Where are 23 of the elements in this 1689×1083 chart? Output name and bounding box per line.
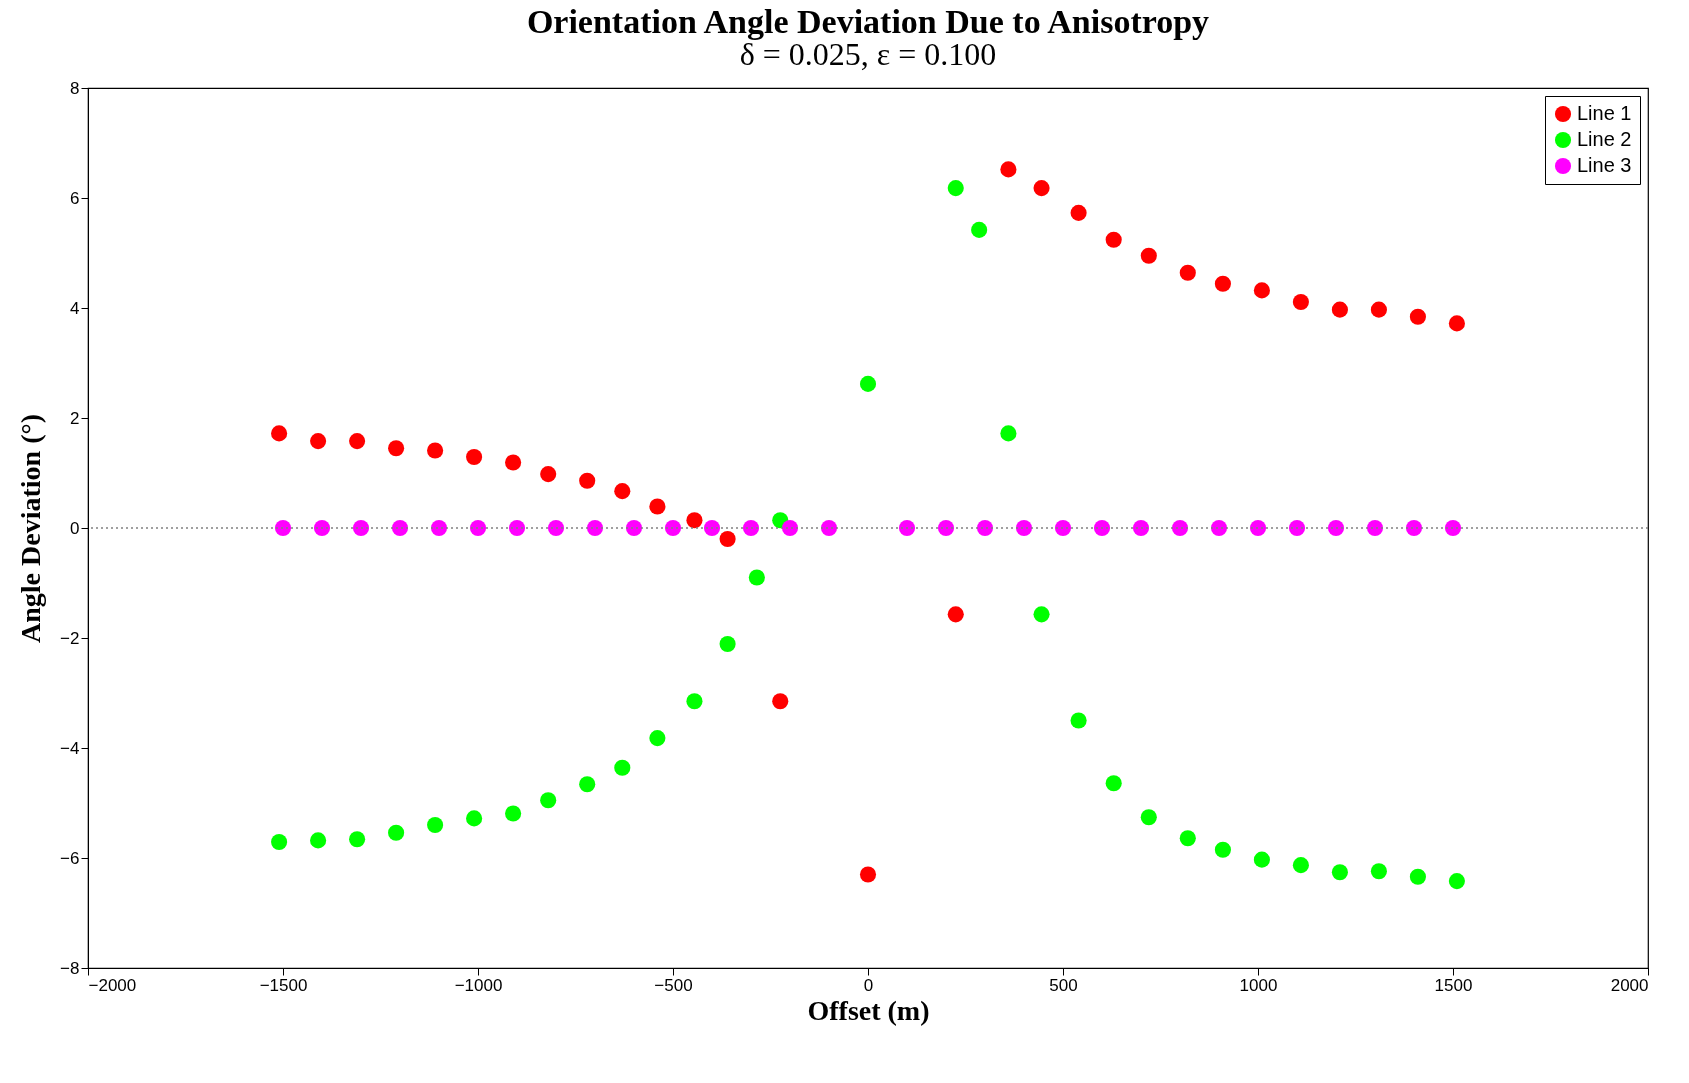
y-tick-label: −4 — [60, 738, 80, 758]
y-tick-label: 8 — [70, 78, 80, 98]
y-tick-label: −6 — [60, 848, 80, 868]
x-tick-label: 500 — [1049, 975, 1078, 995]
legend-label: Line 1 — [1577, 102, 1632, 124]
x-tick-label: −500 — [654, 975, 693, 995]
legend-label: Line 3 — [1577, 154, 1632, 176]
x-tick-label: −2000 — [88, 975, 137, 995]
y-tick-label: 6 — [70, 188, 80, 208]
x-tick-label: 0 — [863, 975, 874, 995]
y-tick-label: −2 — [60, 628, 80, 648]
x-axis-title: Offset (m) — [807, 994, 930, 1026]
x-tick-label: 1500 — [1434, 975, 1473, 995]
y-tick-label: 0 — [70, 518, 80, 538]
x-tick-label: 1000 — [1239, 975, 1278, 995]
y-tick-label: 4 — [70, 298, 80, 318]
x-tick-label: −1000 — [454, 975, 503, 995]
x-tick-label: 2000 — [1610, 975, 1649, 995]
x-tick-label: −1500 — [259, 975, 308, 995]
y-tick-label: 2 — [70, 408, 80, 428]
y-tick-label: −8 — [60, 958, 80, 978]
y-axis-title: Angle Deviation (°) — [15, 414, 47, 643]
legend-label: Line 2 — [1577, 128, 1632, 150]
